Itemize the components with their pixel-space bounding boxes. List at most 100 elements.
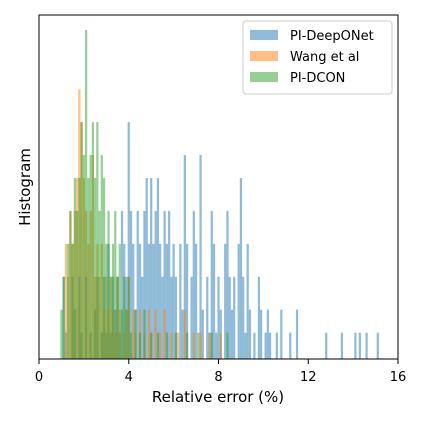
histogram-bar [82,155,85,359]
histogram-bar [154,210,157,359]
histogram-bar [264,332,267,359]
chart-legend: PI-DeepONet Wang et al PI-DCON [242,20,393,95]
histogram-bar [210,210,213,359]
histogram-bar [80,122,83,360]
histogram-bar [100,155,103,359]
histogram-bar [192,210,195,359]
histogram-bar [174,276,177,359]
legend-box [242,20,393,95]
histogram-bar [244,332,247,359]
histogram-bar [358,332,361,359]
histogram-bar [161,276,164,359]
histogram-bar [176,332,180,359]
histogram-bar [98,210,101,359]
histogram-bar [163,210,166,359]
histogram-bar [219,332,222,359]
histogram-bar [125,309,128,359]
histogram-bar [102,178,106,359]
histogram-bar [199,155,202,359]
legend-swatch [250,72,278,82]
x-tick-label: 16 [390,370,407,385]
histogram-bar [199,332,202,359]
histogram-bar [253,332,256,359]
histogram-bar [194,243,198,359]
legend-label: Wang et al [290,50,359,65]
histogram-bars [60,30,379,360]
legend-swatch [250,30,278,40]
x-tick-label: 8 [214,370,222,385]
histogram-bar [201,309,204,359]
histogram-bar [120,309,124,359]
histogram-bar [60,309,63,359]
histogram-bar [170,276,173,359]
histogram-bar [129,332,133,359]
histogram-bar [127,122,130,360]
histogram-bar [163,309,166,359]
histogram-bar [64,243,68,359]
histogram-bar [93,178,97,359]
histogram-bar [170,332,173,359]
histogram-bar [156,332,160,359]
histogram-bar [159,243,162,359]
histogram-bar [129,210,133,359]
histogram-bar [67,243,70,359]
histogram-bar [230,309,234,359]
x-tick-label: 12 [300,370,317,385]
histogram-bar [260,309,263,359]
histogram-bar [208,332,211,359]
histogram-bar [365,332,368,359]
histogram-bar [141,276,144,359]
histogram-bar [87,178,90,359]
histogram-bar [185,243,189,359]
histogram-bar [246,243,249,359]
histogram-bar [156,178,160,359]
histogram-bar [190,276,193,359]
histogram-bar [233,276,236,359]
histogram-bar [183,309,186,359]
histogram-bar [185,332,189,359]
legend-label: PI-DCON [290,71,345,86]
histogram-bar [150,178,153,359]
histogram-bar [109,276,112,359]
histogram-bar [138,243,142,359]
y-axis-label: Histogram [16,148,34,226]
histogram-bar [248,309,252,359]
x-tick-label: 4 [125,370,133,385]
histogram-bar [73,178,77,359]
histogram-bar [96,122,99,360]
histogram-bar [179,243,182,359]
histogram-bar [165,243,169,359]
histogram-bar [147,243,151,359]
histogram-bar [212,243,216,359]
histogram-bar [85,30,88,359]
histogram-bar [120,210,124,359]
histogram-bar [107,210,110,359]
histogram-bar [181,309,184,359]
histogram-bar [152,243,155,359]
histogram-bar [114,210,117,359]
histogram-bar [239,178,243,359]
histogram-bar [210,332,213,359]
histogram-bar [132,309,135,359]
histogram-bar [116,276,119,359]
histogram-bar [127,276,130,359]
histogram-bar [340,332,344,359]
histogram-bar [89,155,92,359]
histogram-bar [354,332,357,359]
histogram-bar [168,210,171,359]
x-tick-label: 0 [35,370,43,385]
histogram-bar [78,178,81,359]
histogram-bar [159,332,162,359]
histogram-bar [280,309,283,359]
legend-label: PI-DeepONet [290,29,374,44]
histogram-bar [268,332,272,359]
histogram-bar [226,210,229,359]
histogram-bar [325,332,328,359]
histogram-bar [242,276,245,359]
histogram-bar [192,332,195,359]
histogram-bar [226,332,229,359]
histogram-bar [215,332,218,359]
histogram-bar [91,122,94,360]
histogram-bar [197,332,200,359]
histogram-bar [295,309,299,359]
